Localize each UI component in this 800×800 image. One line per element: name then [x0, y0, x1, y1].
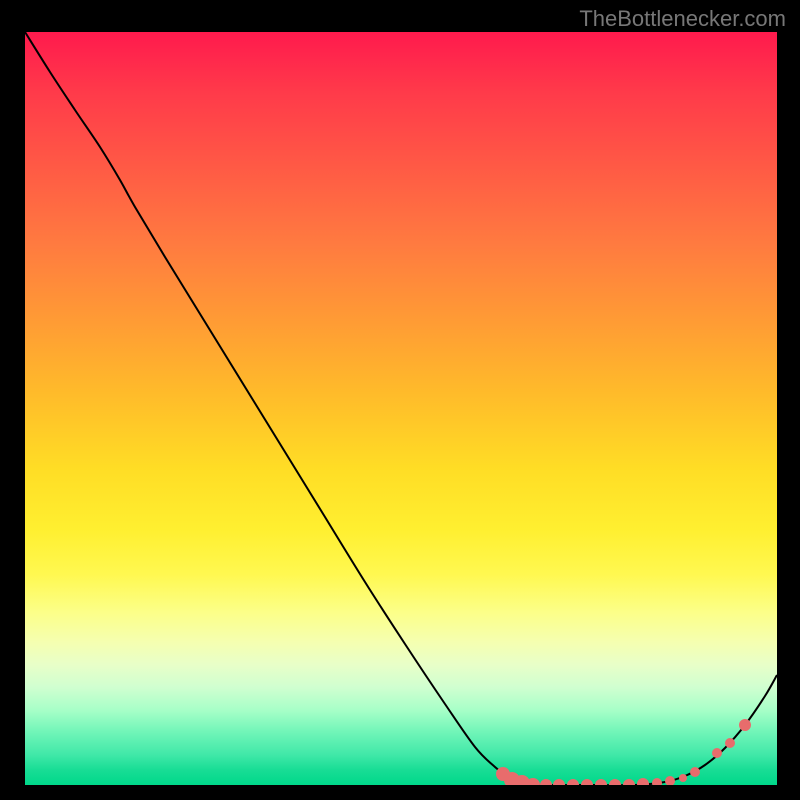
data-point-marker	[652, 778, 662, 785]
data-point-marker	[637, 778, 649, 785]
data-point-marker	[712, 748, 722, 758]
data-point-marker	[609, 779, 621, 785]
data-point-marker	[540, 779, 552, 785]
data-point-marker	[725, 738, 735, 748]
data-point-marker	[623, 779, 635, 785]
data-point-marker	[567, 779, 579, 785]
data-point-marker	[739, 719, 751, 731]
plot-area	[25, 32, 777, 785]
data-point-marker	[690, 767, 700, 777]
data-point-marker	[679, 774, 687, 782]
data-point-marker	[581, 779, 593, 785]
markers-group	[496, 719, 751, 785]
watermark-text: TheBottlenecker.com	[579, 6, 786, 32]
data-point-marker	[665, 776, 675, 785]
data-point-marker	[595, 779, 607, 785]
data-point-marker	[553, 779, 565, 785]
bottleneck-curve	[25, 32, 777, 785]
chart-svg	[25, 32, 777, 785]
